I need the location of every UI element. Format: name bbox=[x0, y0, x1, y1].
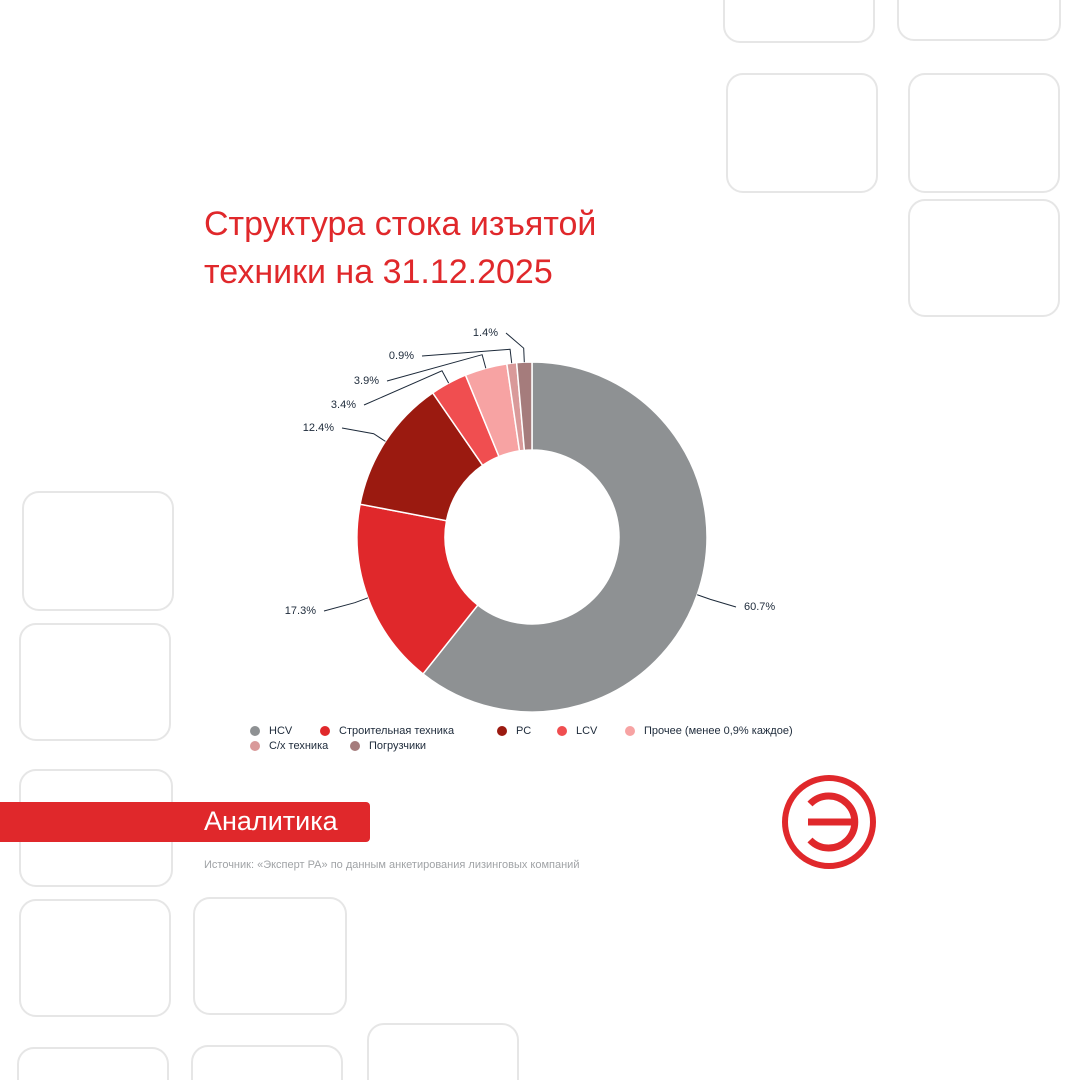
data-label: 3.4% bbox=[331, 399, 356, 411]
badge-text: Аналитика bbox=[204, 806, 338, 836]
legend-label: HCV bbox=[269, 725, 293, 737]
leader-line bbox=[697, 594, 737, 608]
legend-marker bbox=[250, 726, 260, 736]
chart-title: Структура стока изъятой техники на 31.12… bbox=[204, 205, 597, 291]
leader-line bbox=[341, 427, 386, 442]
leader-line bbox=[421, 348, 513, 364]
badge: Аналитика bbox=[0, 802, 370, 842]
legend-label: LCV bbox=[576, 725, 598, 737]
legend-label: Строительная техника bbox=[339, 725, 455, 737]
data-label: 12.4% bbox=[303, 422, 334, 434]
legend-marker bbox=[350, 741, 360, 751]
leader-line bbox=[386, 354, 487, 382]
data-label: 1.4% bbox=[473, 327, 498, 339]
decoration bbox=[17, 0, 1061, 1080]
legend-label: РС bbox=[516, 725, 531, 737]
data-label: 17.3% bbox=[285, 605, 316, 617]
pie-slice bbox=[356, 503, 479, 675]
legend-marker bbox=[250, 741, 260, 751]
legend-marker bbox=[497, 726, 507, 736]
source-note: Источник: «Эксперт РА» по данным анкетир… bbox=[204, 859, 580, 871]
legend-label: Прочее (менее 0,9% каждое) bbox=[644, 725, 793, 737]
data-label: 60.7% bbox=[744, 601, 775, 613]
leader-line bbox=[323, 597, 369, 612]
data-label: 0.9% bbox=[389, 350, 414, 362]
legend-label: Погрузчики bbox=[369, 740, 426, 752]
legend-marker bbox=[557, 726, 567, 736]
legend-marker bbox=[625, 726, 635, 736]
legend-label: С/х техника bbox=[269, 740, 329, 752]
pie-slice bbox=[421, 361, 708, 713]
data-label: 3.9% bbox=[354, 375, 379, 387]
legend-marker bbox=[320, 726, 330, 736]
logo bbox=[782, 775, 876, 869]
pie-slice bbox=[515, 361, 533, 452]
leader-line bbox=[505, 332, 525, 363]
leader-line bbox=[363, 370, 450, 406]
